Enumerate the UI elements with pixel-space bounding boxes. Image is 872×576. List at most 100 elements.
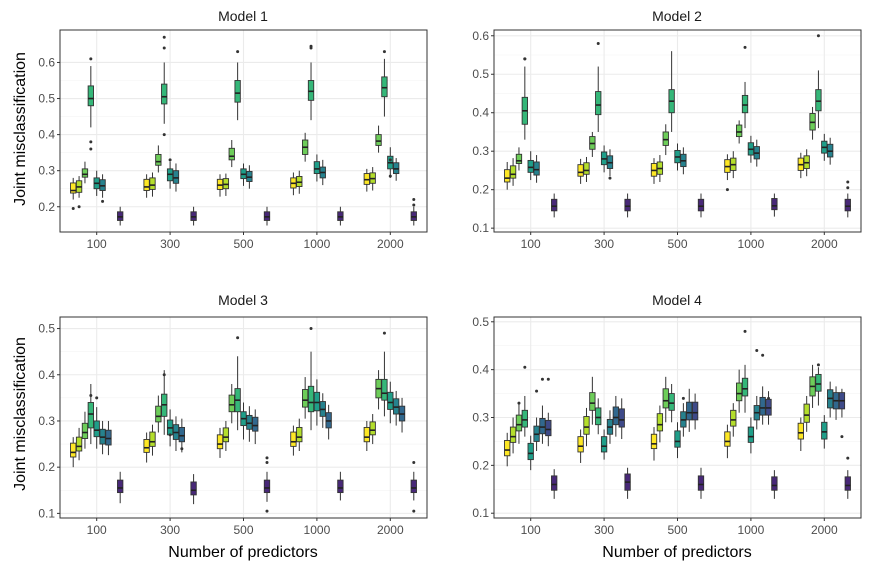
box-body <box>674 430 681 448</box>
box-100-m5 <box>527 151 534 181</box>
x-axis-title-left: Number of predictors <box>168 544 317 561</box>
box-100-m7 <box>539 377 546 444</box>
box-300-m5 <box>600 429 608 460</box>
box-1000-m6 <box>319 159 326 186</box>
box-body <box>222 427 230 443</box>
y-tick-label: 0.5 <box>472 315 489 329</box>
box-300-m4 <box>595 41 602 132</box>
panel-2: 0.1 0.2 0.3 0.4 0.5 0.6 100 300 500 1000 2000 Model… <box>472 8 862 251</box>
y-tick-label: 0.4 <box>472 363 489 377</box>
box-body <box>515 153 523 164</box>
box-body <box>650 433 658 450</box>
panel-title: Model 4 <box>652 292 702 308</box>
box-300-m6 <box>172 163 180 192</box>
outlier-point <box>517 401 521 405</box>
box-100-m4 <box>521 365 528 437</box>
y-tick-label: 0.3 <box>472 144 489 158</box>
box-500-m2 <box>222 420 230 451</box>
x-tick-label: 500 <box>667 523 687 537</box>
panel-1: 0.2 0.3 0.4 0.5 0.6 100 300 500 1000 2000 Model 1 <box>38 8 428 251</box>
box-1000-m2 <box>730 151 737 179</box>
outlier-point <box>608 176 612 180</box>
box-1000-m9 <box>337 471 344 501</box>
box-1000-m6 <box>319 393 326 428</box>
outlier-point <box>535 389 539 393</box>
box-body <box>302 389 309 408</box>
box-500-m9 <box>697 467 705 499</box>
box-100-m5 <box>527 435 534 471</box>
box-2000-m3 <box>809 106 816 140</box>
box-body <box>618 408 625 428</box>
box-300-m6 <box>606 410 614 444</box>
box-body <box>662 388 669 409</box>
box-500-m1 <box>216 427 224 458</box>
box-500-m3 <box>228 140 235 168</box>
box-300-m5 <box>166 158 174 189</box>
box-1000-m6 <box>753 139 760 167</box>
box-body <box>161 83 168 105</box>
box-500-m7 <box>686 388 693 432</box>
box-body <box>337 479 344 494</box>
box-body <box>149 177 156 190</box>
x-tick-label: 300 <box>594 237 614 251</box>
box-body <box>70 442 77 458</box>
box-body <box>577 164 584 177</box>
box-body <box>296 426 303 443</box>
box-body <box>246 414 253 430</box>
box-body <box>797 422 804 440</box>
box-body <box>656 413 664 432</box>
box-body <box>539 418 546 435</box>
box-100-m2 <box>509 417 517 454</box>
box-1000-m4 <box>307 327 315 431</box>
box-300-m4 <box>161 370 168 435</box>
box-body <box>81 422 89 439</box>
box-100-m3 <box>81 411 89 449</box>
box-300-m3 <box>589 131 596 157</box>
y-tick-label: 0.5 <box>38 92 55 106</box>
outlier-point <box>89 57 93 61</box>
x-tick-label: 1000 <box>304 237 331 251</box>
box-300-m5 <box>600 145 608 173</box>
box-body <box>307 385 315 413</box>
box-body <box>747 426 755 443</box>
box-body <box>216 434 224 450</box>
outlier-point <box>681 396 685 400</box>
y-tick-label: 0.3 <box>38 414 55 428</box>
box-300-m7 <box>612 395 619 437</box>
box-500-m9 <box>263 206 271 226</box>
x-tick-label: 1000 <box>738 523 765 537</box>
box-300-m1 <box>577 429 584 463</box>
box-300-m6 <box>172 416 180 451</box>
box-2000-m1 <box>363 420 370 451</box>
outlier-point <box>162 133 166 137</box>
box-body <box>381 378 388 401</box>
box-body <box>228 394 235 413</box>
panel-border <box>59 316 428 519</box>
box-body <box>624 198 631 212</box>
outlier-point <box>236 336 240 340</box>
box-body <box>527 442 534 461</box>
box-1000-m1 <box>290 425 297 456</box>
box-body <box>803 403 810 423</box>
outlier-point <box>412 509 416 513</box>
box-body <box>290 431 297 447</box>
box-2000-m2 <box>803 149 810 177</box>
box-body <box>155 153 162 166</box>
outlier-point <box>162 35 166 39</box>
box-100-m9 <box>117 206 124 226</box>
box-body <box>172 170 180 184</box>
box-500-m4 <box>668 51 675 132</box>
outlier-point <box>846 186 850 190</box>
box-2000-m5 <box>821 415 828 449</box>
box-body <box>612 406 619 426</box>
box-1000-m8 <box>765 391 772 425</box>
box-2000-m4 <box>815 34 822 129</box>
box-300-m6 <box>606 149 614 180</box>
box-300-m2 <box>149 424 156 456</box>
box-100-m1 <box>504 432 511 467</box>
box-100-m6 <box>99 420 106 455</box>
box-300-m1 <box>143 174 150 198</box>
outlier-point <box>523 365 527 369</box>
box-2000-m8 <box>838 388 846 439</box>
box-body <box>736 124 743 138</box>
